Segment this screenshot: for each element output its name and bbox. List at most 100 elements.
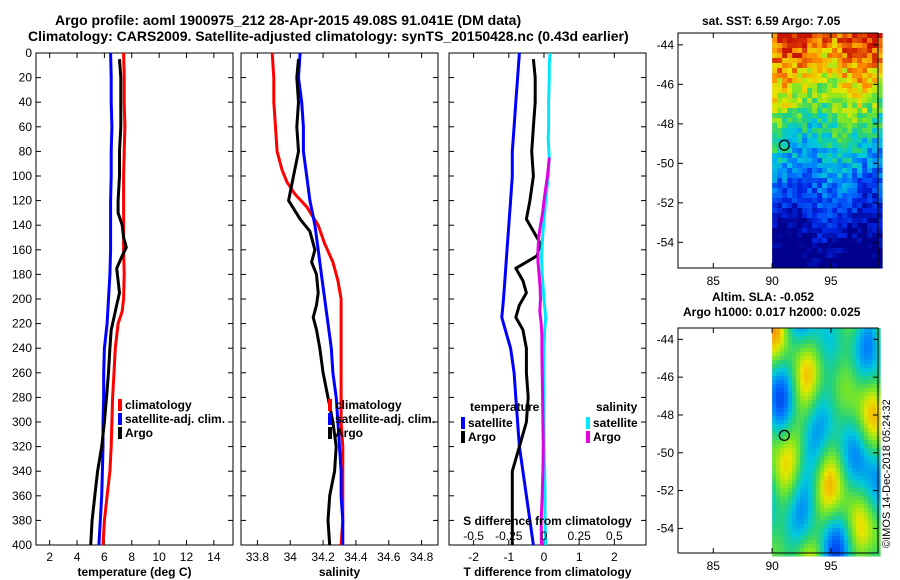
sla-heatmap-cell (780, 436, 785, 441)
sst-heatmap-cell (847, 163, 853, 169)
sst-heatmap-cell (852, 263, 858, 269)
sla-heatmap-cell (832, 356, 837, 361)
sla-heatmap-cell (872, 476, 877, 481)
sla-heatmap-cell (836, 468, 841, 473)
sst-heatmap-cell (847, 48, 853, 54)
sla-heatmap-cell (840, 452, 845, 457)
sla-heatmap-cell (856, 512, 861, 517)
sla-heatmap-cell (788, 528, 793, 533)
sla-heatmap-cell (784, 364, 789, 369)
sla-heatmap-cell (808, 384, 813, 389)
sla-heatmap-cell (848, 388, 853, 393)
sla-map-frame (677, 327, 879, 554)
sla-heatmap-cell (772, 552, 777, 557)
sla-heatmap-cell (780, 484, 785, 489)
sla-heatmap-cell (776, 516, 781, 521)
sla-heatmap-cell (872, 552, 877, 557)
sla-y-tick-label: -44 (657, 332, 675, 346)
sla-heatmap-cell (868, 552, 873, 557)
sla-heatmap-cell (804, 488, 809, 493)
sla-heatmap-cell (832, 380, 837, 385)
sla-heatmap-cell (800, 392, 805, 397)
sst-heatmap-cell (822, 58, 828, 64)
sla-heatmap-cell (828, 424, 833, 429)
sla-heatmap-cell (872, 448, 877, 453)
sst-heatmap-cell (852, 208, 858, 214)
sst-heatmap-cell (817, 253, 823, 259)
sla-heatmap-cell (844, 348, 849, 353)
sla-heatmap-cell (780, 400, 785, 405)
sla-heatmap-cell (792, 424, 797, 429)
sla-heatmap-cell (800, 480, 805, 485)
sst-heatmap-cell (782, 248, 788, 254)
sst-heatmap-cell (787, 208, 793, 214)
sla-heatmap-cell (808, 448, 813, 453)
sla-heatmap-cell (868, 364, 873, 369)
sst-heatmap-cell (822, 263, 828, 269)
sla-heatmap-cell (860, 512, 865, 517)
sst-heatmap-cell (862, 188, 868, 194)
sst-heatmap-cell (797, 158, 803, 164)
sst-heatmap-cell (807, 223, 813, 229)
sla-heatmap-cell (820, 464, 825, 469)
sst-heatmap-cell (822, 193, 828, 199)
sla-heatmap-cell (864, 504, 869, 509)
sst-heatmap-cell (792, 148, 798, 154)
sla-heatmap-cell (836, 432, 841, 437)
sst-heatmap-cell (822, 233, 828, 239)
sla-heatmap-cell (784, 500, 789, 505)
sla-heatmap-cell (784, 496, 789, 501)
sst-heatmap-cell (852, 233, 858, 239)
sla-heatmap-cell (776, 416, 781, 421)
sst-heatmap-cell (837, 163, 843, 169)
sst-heatmap-cell (827, 243, 833, 249)
sla-heatmap-cell (860, 436, 865, 441)
sla-heatmap-cell (808, 416, 813, 421)
sst-heatmap-cell (812, 108, 818, 114)
sst-heatmap-cell (777, 43, 783, 49)
sla-heatmap-cell (772, 492, 777, 497)
sla-heatmap-cell (860, 452, 865, 457)
sst-heatmap-cell (807, 208, 813, 214)
sla-heatmap-cell (816, 504, 821, 509)
sst-heatmap-cell (837, 238, 843, 244)
sst-heatmap-cell (792, 138, 798, 144)
sst-heatmap-cell (792, 178, 798, 184)
sla-heatmap-cell (840, 368, 845, 373)
sla-heatmap-cell (860, 392, 865, 397)
sla-heatmap-cell (852, 352, 857, 357)
sla-heatmap-cell (820, 436, 825, 441)
sla-heatmap-cell (772, 532, 777, 537)
difference-top-axis-label: S difference from climatology (463, 514, 632, 528)
sla-heatmap-cell (788, 360, 793, 365)
sst-heatmap-cell (842, 143, 848, 149)
sla-heatmap-cell (836, 420, 841, 425)
sla-heatmap-cell (868, 424, 873, 429)
sla-heatmap-cell (840, 408, 845, 413)
sst-heatmap-cell (857, 168, 863, 174)
difference-legend-salinity-swatch (586, 417, 590, 429)
sst-heatmap-cell (812, 33, 818, 39)
sst-heatmap-cell (792, 78, 798, 84)
difference-series-salinity-argo (536, 157, 551, 546)
sla-heatmap-cell (772, 352, 777, 357)
sla-heatmap-cell (816, 408, 821, 413)
sla-heatmap-cell (804, 352, 809, 357)
sla-heatmap-cell (776, 488, 781, 493)
sst-heatmap-cell (817, 118, 823, 124)
sst-heatmap-cell (847, 108, 853, 114)
sla-heatmap-cell (840, 464, 845, 469)
sla-heatmap-cell (864, 536, 869, 541)
temperature-x-tick-label: 12 (180, 550, 194, 564)
sst-heatmap-cell (832, 248, 838, 254)
sst-heatmap-cell (812, 253, 818, 259)
sst-heatmap-cell (837, 138, 843, 144)
sla-heatmap-cell (784, 532, 789, 537)
sst-heatmap-cell (862, 263, 868, 269)
sla-heatmap-cell (780, 352, 785, 357)
sst-heatmap-cell (832, 143, 838, 149)
sst-heatmap-cell (817, 248, 823, 254)
sst-heatmap-cell (802, 73, 808, 79)
sla-heatmap-cell (868, 404, 873, 409)
sst-heatmap-cell (842, 173, 848, 179)
